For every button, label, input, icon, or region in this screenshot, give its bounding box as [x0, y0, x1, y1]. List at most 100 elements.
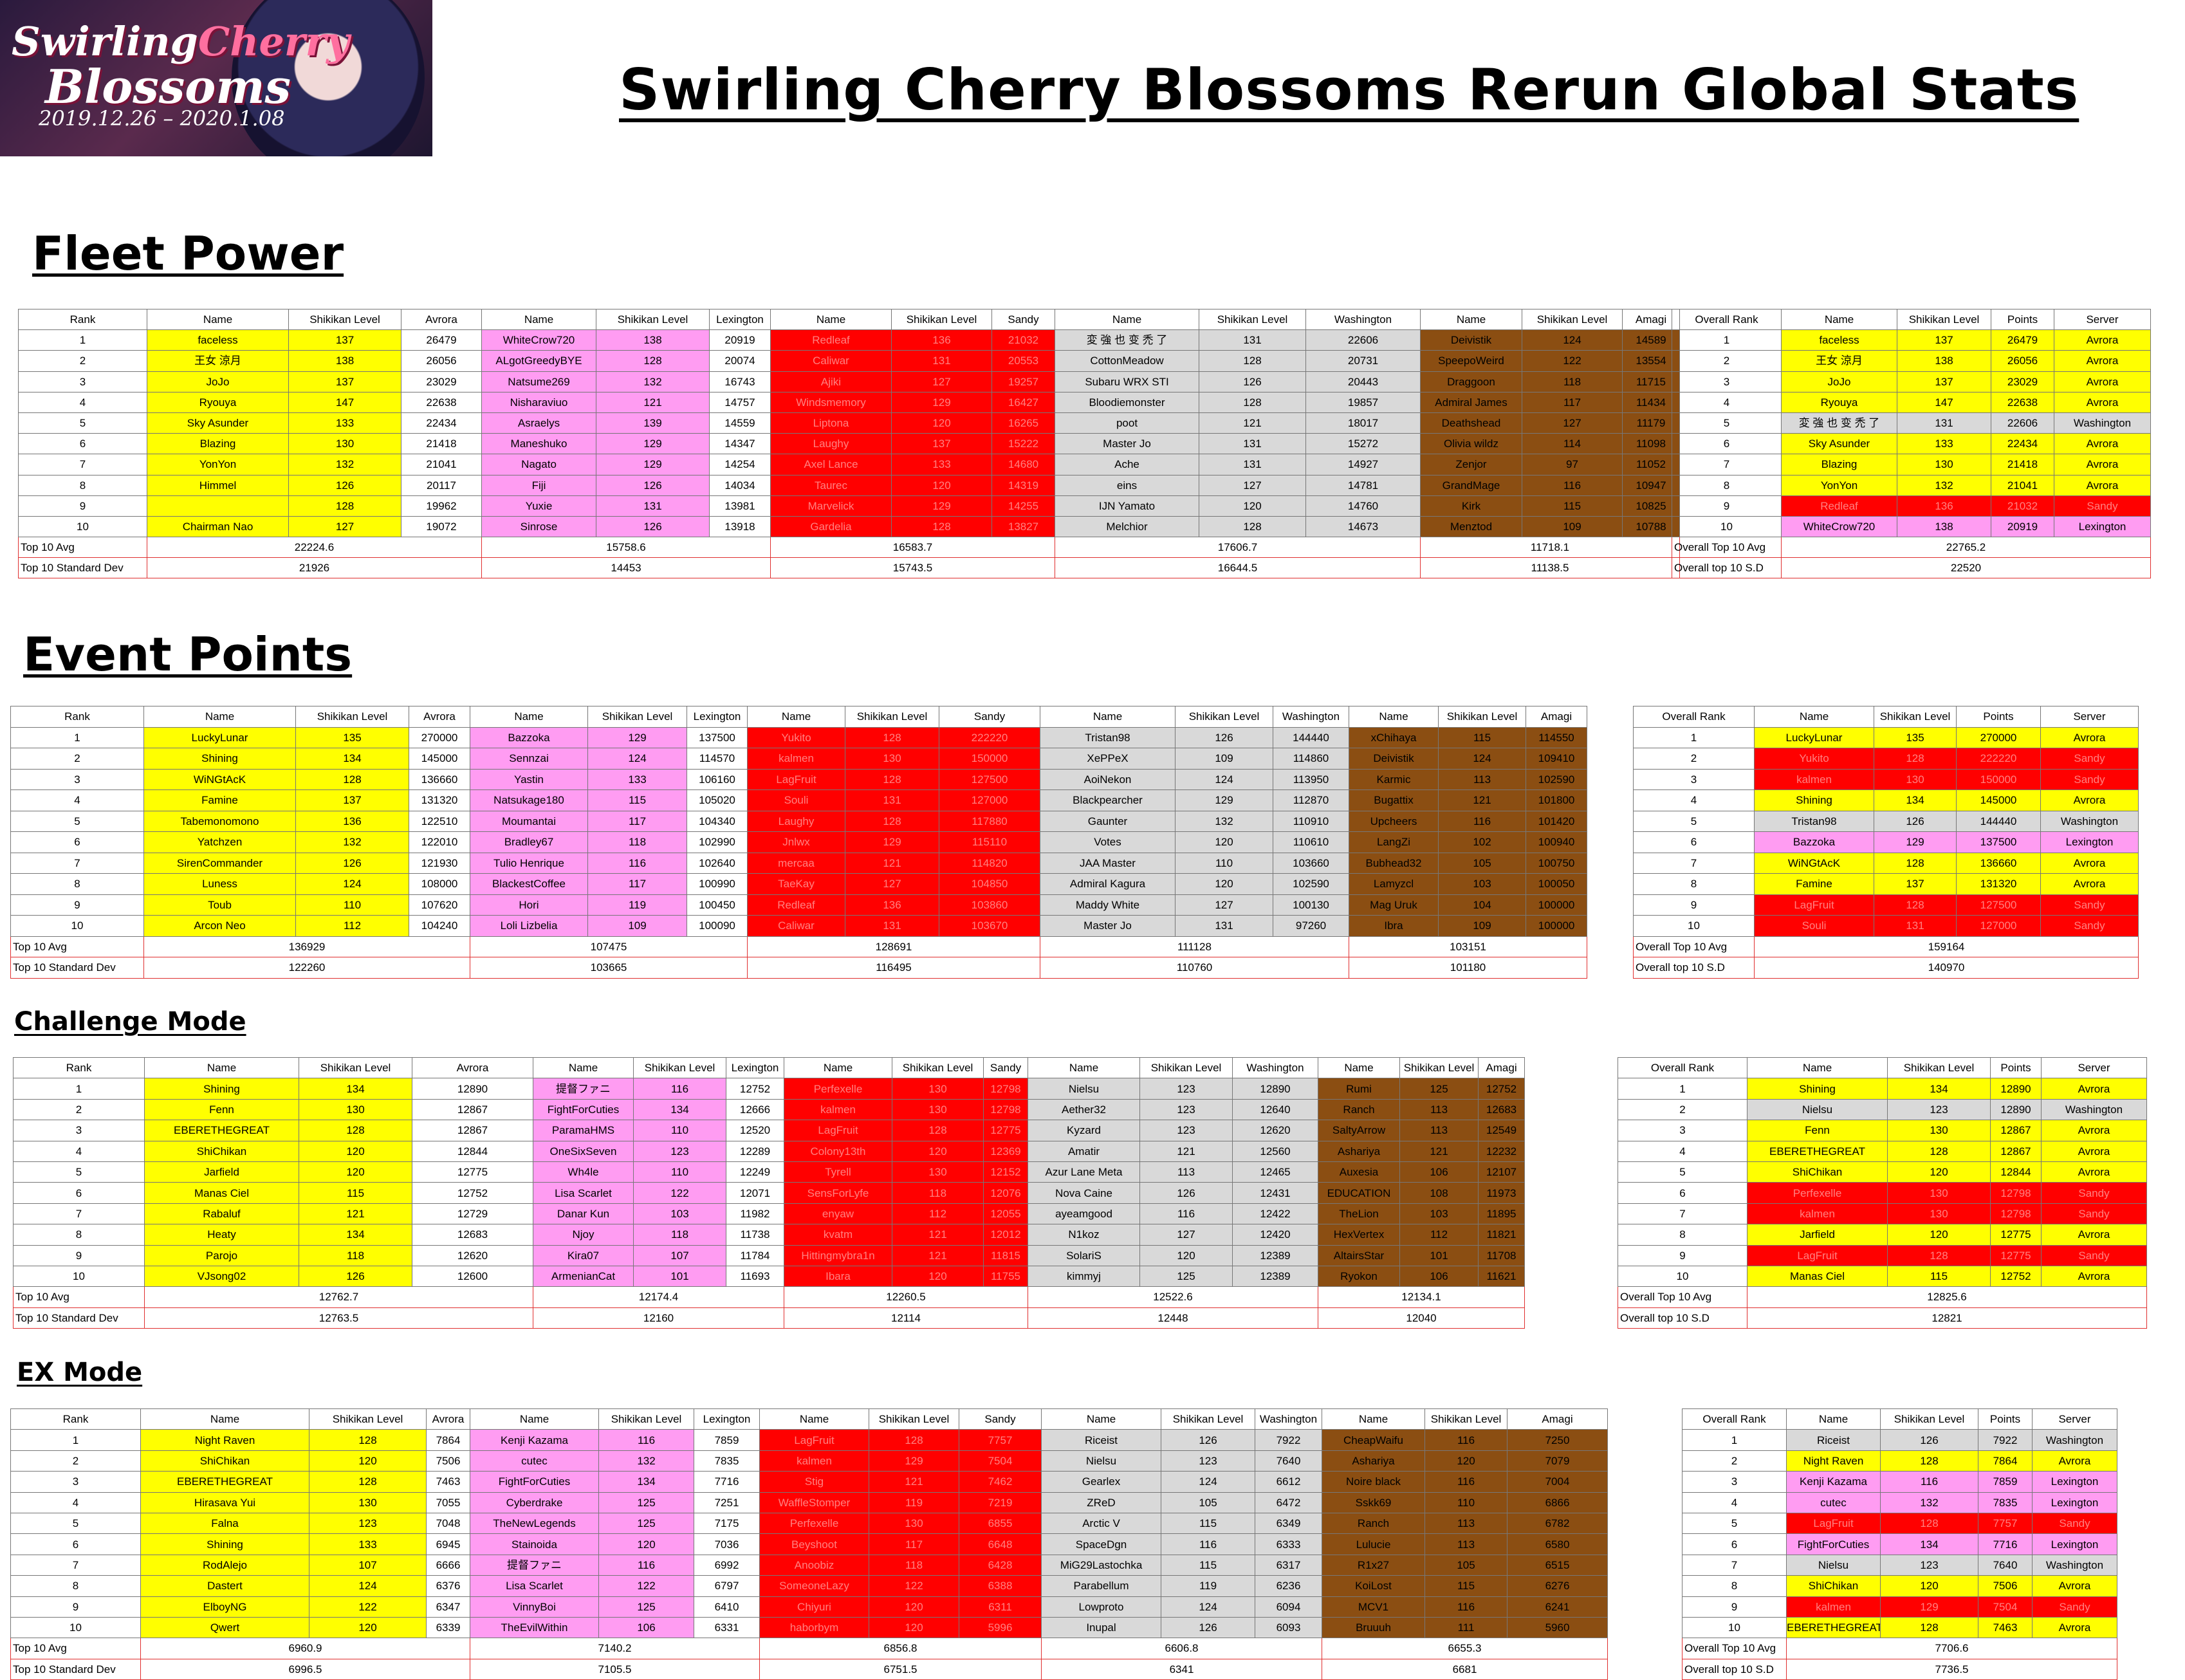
table-cell: 121 — [869, 1471, 959, 1493]
table-cell: AltairsStar — [1318, 1244, 1400, 1266]
table-cell: 136 — [1897, 495, 1991, 517]
table-cell: 126 — [596, 515, 710, 538]
table-cell: 118 — [892, 1182, 984, 1204]
table-cell: CheapWaifu — [1322, 1429, 1425, 1451]
table-cell: Dastert — [140, 1575, 309, 1597]
table-cell: Avrora — [2054, 391, 2151, 413]
table-cell: 3 — [13, 1120, 145, 1141]
table-cell: ParamaHMS — [533, 1120, 634, 1141]
table-cell: 6241 — [1507, 1596, 1608, 1618]
table-row: 3 JoJo 137 23029 Natsume269 132 16743 Ajiki 127 1… — [18, 371, 1680, 392]
table-cell: 138 — [1897, 350, 1991, 372]
column-header: Server — [2041, 1057, 2147, 1079]
table-cell: 116 — [1438, 810, 1526, 832]
table-cell: Blazing — [1781, 454, 1897, 475]
table-cell: 136660 — [1956, 852, 2041, 874]
table-row: 1 Shining 134 12890 提督ファニ 116 12752 Perfexelle 1… — [13, 1078, 1525, 1100]
table-cell: SolariS — [1028, 1244, 1140, 1266]
table-cell: kalmen — [759, 1450, 869, 1472]
table-cell: 6093 — [1255, 1616, 1322, 1639]
column-header: Overall Rank — [1682, 1408, 1787, 1430]
table-cell: Hittingmybra1n — [784, 1244, 892, 1266]
table-row: 9 Toub 110 107620 Hori 119 100450 Redleaf 136 103… — [10, 894, 1587, 916]
table-cell: 106 — [1399, 1265, 1479, 1288]
table-cell: 12752 — [726, 1078, 784, 1100]
table-cell: 100940 — [1526, 831, 1587, 853]
table-cell: 114820 — [939, 852, 1040, 874]
table-cell: 109410 — [1526, 748, 1587, 770]
table-cell: 11179 — [1622, 412, 1680, 434]
stats-row: Top 10 Standard Dev 21926 14453 15743.5 1664… — [18, 557, 1680, 579]
table-cell: 134 — [1880, 1533, 1978, 1555]
table-cell: 125 — [1399, 1078, 1479, 1100]
column-header: Name — [1318, 1057, 1400, 1079]
table-cell: 128 — [299, 1120, 412, 1141]
table-cell: 120 — [891, 412, 992, 434]
table-cell: 6472 — [1255, 1491, 1322, 1513]
table-cell: 120 — [1887, 1161, 1991, 1183]
table-cell: Ranch — [1318, 1098, 1400, 1121]
table-row: 10 Manas Ciel 115 12752 Avrora — [1618, 1265, 2147, 1288]
table-cell: Nagato — [481, 454, 596, 475]
table-cell: 12752 — [1990, 1265, 2042, 1288]
column-header: Shikikan Level — [295, 706, 409, 728]
table-cell: Sennzai — [470, 748, 588, 770]
table-cell: Avrora — [2032, 1575, 2117, 1597]
table-cell: 127000 — [1956, 915, 2041, 937]
table-cell: 11738 — [726, 1224, 784, 1246]
table-cell: 110610 — [1273, 831, 1349, 853]
table-cell: 12620 — [412, 1244, 533, 1266]
table-row: 8 Himmel 126 20117 Fiji 126 14034 Taurec 120 1431… — [18, 474, 1680, 496]
table-cell: FightForCuties — [533, 1098, 634, 1121]
table-row: 8 Jarfield 120 12775 Avrora — [1618, 1224, 2147, 1246]
table-cell: eins — [1055, 474, 1199, 496]
table-cell: 10947 — [1622, 474, 1680, 496]
table-cell: 126 — [295, 852, 409, 874]
table-row: 1 Night Raven 128 7864 Kenji Kazama 116 7859 La… — [10, 1429, 1608, 1451]
table-cell: 19072 — [401, 515, 482, 538]
table-cell: Bazzoka — [1754, 831, 1874, 853]
table-row: 4 cutec 132 7835 Lexington — [1682, 1491, 2117, 1513]
table-cell: Tulio Henrique — [470, 852, 588, 874]
stats-label: Overall Top 10 Avg — [1682, 1638, 1787, 1659]
stats-value: 11138.5 — [1420, 557, 1680, 579]
stats-value: 12825.6 — [1747, 1286, 2147, 1308]
table-cell: Natsukage180 — [470, 789, 588, 811]
table-cell: 128 — [1199, 391, 1306, 413]
table-cell: 119 — [1161, 1575, 1255, 1597]
table-cell: 121 — [1139, 1140, 1233, 1162]
table-cell: 119 — [587, 894, 687, 916]
stats-row: Overall top 10 S.D 140970 — [1633, 957, 2139, 979]
table-cell: 121 — [596, 391, 710, 413]
table-row: 5 Jarfield 120 12775 Wh4le 110 12249 Tyrell 130 1… — [13, 1161, 1525, 1183]
table-cell: 2 — [1633, 748, 1755, 770]
column-header: Name — [147, 308, 289, 331]
stats-label: Top 10 Avg — [18, 537, 147, 558]
column-header: Name — [1028, 1057, 1140, 1079]
table-cell: 109 — [1522, 515, 1623, 538]
column-header: Rank — [13, 1057, 145, 1079]
table-cell: Avrora — [2041, 1161, 2147, 1183]
table-cell: VinnyBoi — [470, 1596, 599, 1618]
table-cell: 111 — [1424, 1616, 1507, 1639]
table-cell: 103 — [633, 1203, 726, 1225]
table-cell: Nielsu — [1747, 1098, 1888, 1121]
table-cell: WiNGtAcK — [1754, 852, 1874, 874]
table-cell: 134 — [1887, 1078, 1991, 1100]
table-cell: Qwert — [140, 1616, 309, 1639]
table-cell: Luness — [143, 873, 296, 895]
table-cell: Stig — [759, 1471, 869, 1493]
column-header: Avrora — [401, 308, 482, 331]
table-cell: 115 — [587, 789, 687, 811]
table-cell: 9 — [1682, 1596, 1787, 1618]
table-cell: 11715 — [1622, 371, 1680, 392]
table-cell: 10788 — [1622, 515, 1680, 538]
column-header: Name — [140, 1408, 309, 1430]
banner-title-line2: Blossoms — [45, 59, 291, 114]
table-cell: 126 — [288, 474, 401, 496]
table-cell: 110 — [1424, 1491, 1507, 1513]
table-cell: 11052 — [1622, 454, 1680, 475]
table-cell: 102990 — [687, 831, 748, 853]
table-cell: 12420 — [1232, 1224, 1318, 1246]
table-cell: 4 — [13, 1140, 145, 1162]
